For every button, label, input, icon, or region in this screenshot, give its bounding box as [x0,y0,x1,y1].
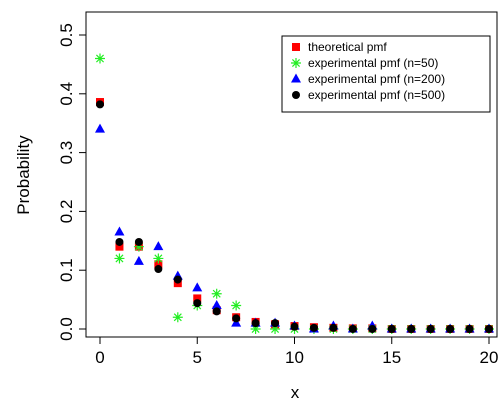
point-n50 [250,324,261,334]
point-n500 [290,322,299,331]
point-n500 [173,275,182,284]
point-n50 [211,288,222,299]
y-tick-label: 0.0 [57,317,76,341]
x-axis: 0 5 10 15 20 [95,336,499,367]
legend-label-n50: experimental pmf (n=50) [308,56,438,70]
x-tick-label: 15 [382,348,401,367]
point-n500 [193,299,202,308]
point-theoretical [154,260,163,269]
y-tick-label: 0.1 [57,258,76,282]
x-tick-label: 0 [95,348,104,367]
point-n500 [329,323,338,332]
point-n500 [271,319,280,328]
legend-marker-theoretical [292,43,300,51]
x-axis-title: x [291,383,300,402]
point-n500 [134,237,143,246]
x-tick-label: 5 [193,348,202,367]
point-n50 [133,241,144,252]
point-n200 [153,241,164,251]
point-n500 [407,325,416,333]
y-tick-label: 0.2 [57,200,76,224]
x-tick-label: 10 [285,348,304,367]
legend-marker-n500 [292,91,300,99]
y-tick-label: 0.4 [57,82,76,106]
point-n500 [154,265,163,274]
legend-marker-n50 [291,58,301,68]
y-axis: 0.0 0.1 0.2 0.3 0.4 0.5 [57,23,87,341]
legend-box [281,35,491,113]
point-n50 [153,253,164,264]
point-n200 [133,255,144,265]
point-n500 [446,325,455,333]
point-n500 [387,325,396,333]
point-n200 [95,123,105,133]
legend: theoretical pmf experimental pmf (n=50) ex… [281,35,491,113]
legend-marker-n200 [291,73,301,83]
point-n50 [231,300,242,311]
point-n500 [368,325,377,333]
point-n200 [192,282,203,292]
point-theoretical [115,242,124,251]
point-n500 [115,237,124,246]
point-n50 [95,53,105,64]
data-points [95,53,494,334]
point-n500 [96,100,104,109]
point-n200 [114,226,125,236]
x-tick-label: 20 [480,348,499,367]
legend-label-n500: experimental pmf (n=500) [308,88,445,102]
point-n500 [309,323,318,332]
y-tick-label: 0.3 [57,141,76,165]
point-n200 [211,299,222,309]
legend-label-theoretical: theoretical pmf [308,40,387,54]
point-n50 [172,312,183,323]
point-n500 [232,314,241,323]
point-n500 [212,307,221,316]
y-tick-label: 0.5 [57,23,76,47]
point-n500 [348,325,357,333]
point-n500 [251,319,260,328]
point-n500 [426,325,435,333]
point-theoretical [193,294,202,303]
point-n50 [114,253,125,264]
y-axis-title: Probability [14,135,33,215]
point-n50 [270,324,281,334]
point-n500 [465,325,474,333]
point-n500 [485,325,493,333]
legend-label-n200: experimental pmf (n=200) [308,72,445,86]
